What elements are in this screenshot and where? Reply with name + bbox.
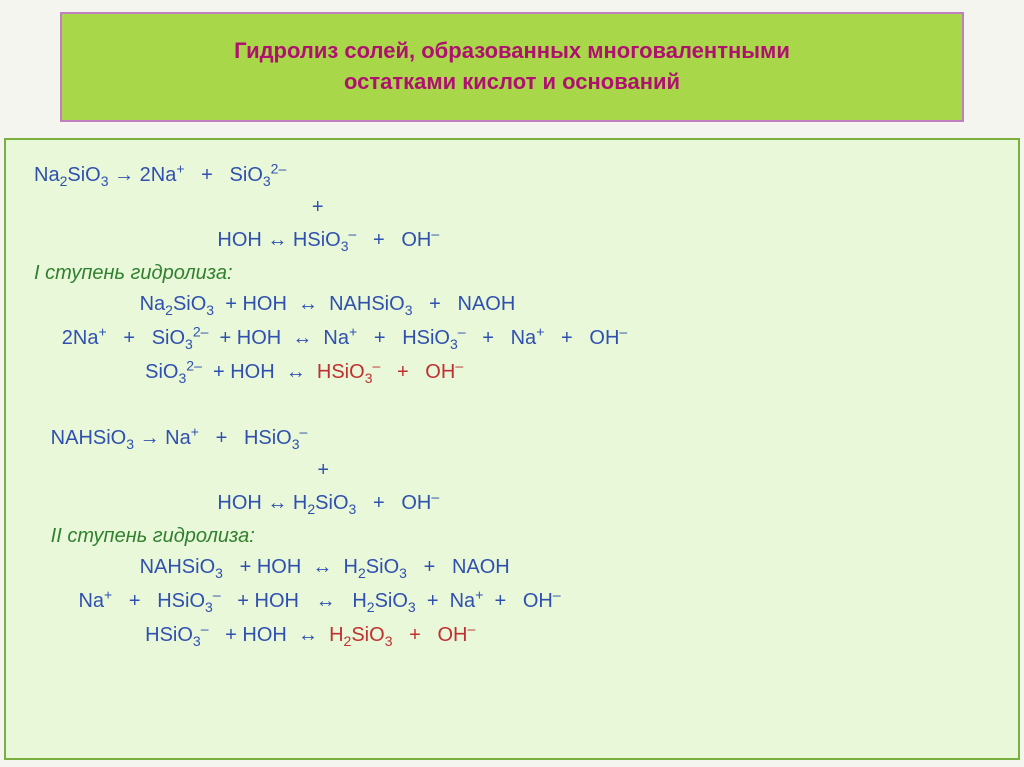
eq-line-3: HOH ↔ HSiO3– + OH–: [34, 223, 990, 257]
eq-line-9: HOH ↔ H2SiO3 + OH–: [34, 486, 990, 520]
eq-line-6: SiO32– + HOH ↔ HSiO3– + OH–: [34, 356, 990, 390]
eq-line-8: +: [34, 455, 990, 486]
eq-line-12: HSiO3– + HOH ↔ H2SiO3 + OH–: [34, 619, 990, 653]
page-title: Гидролиз солей, образованных многовалент…: [234, 36, 790, 98]
eq-line-2: +: [34, 192, 990, 223]
content-box: Na2SiO3 → 2Na+ + SiO32– + HOH ↔ HSiO3– +…: [4, 138, 1020, 760]
eq-line-11: Na+ + HSiO3– + HOH ↔ H2SiO3 + Na+ + OH–: [34, 584, 990, 618]
step1-label: I ступень гидролиза:: [34, 258, 990, 289]
eq-line-7: NAHSiO3 → Na+ + HSiO3–: [34, 421, 990, 455]
eq-line-5: 2Na+ + SiO32– + HOH ↔ Na+ + HSiO3– + Na+…: [34, 321, 990, 355]
eq-line-4: Na2SiO3 + HOH ↔ NAHSiO3 + NAOH: [34, 289, 990, 322]
eq-line-1: Na2SiO3 → 2Na+ + SiO32–: [34, 158, 990, 192]
blank-line: [34, 390, 990, 421]
header-box: Гидролиз солей, образованных многовалент…: [60, 12, 964, 122]
step2-label: II ступень гидролиза:: [34, 521, 990, 552]
eq-line-10: NAHSiO3 + HOH ↔ H2SiO3 + NAOH: [34, 552, 990, 585]
